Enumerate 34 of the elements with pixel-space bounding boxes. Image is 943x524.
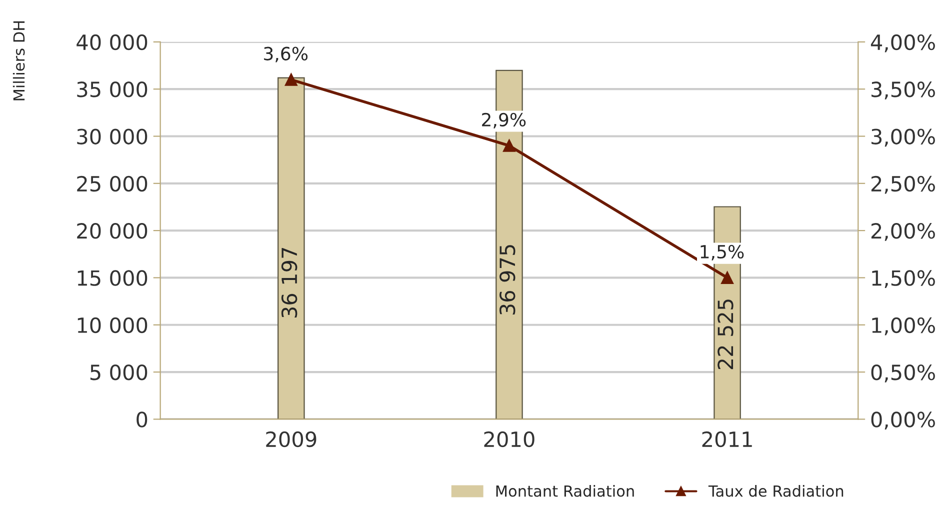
data-label: 36 197 bbox=[281, 248, 298, 318]
y-tick-label: 10 000 bbox=[78, 317, 148, 334]
y2-tick-label: 3,00% bbox=[872, 128, 935, 147]
legend-label: Montant Radiation bbox=[496, 484, 634, 497]
legend-label: Taux de Radiation bbox=[708, 484, 844, 497]
y2-tick-label: 1,00% bbox=[872, 317, 935, 336]
y-tick-label: 20 000 bbox=[77, 223, 148, 239]
data-label: 22 525 bbox=[718, 300, 734, 370]
y2-tick-label: 2,50% bbox=[871, 176, 935, 194]
y-tick-label: 35 000 bbox=[77, 82, 148, 98]
data-label: 3,6% bbox=[264, 46, 308, 62]
y2-tick-label: 2,00% bbox=[871, 223, 935, 241]
point bbox=[284, 73, 298, 86]
data-label: 1,5% bbox=[700, 244, 744, 260]
bar bbox=[278, 77, 305, 420]
point bbox=[721, 271, 734, 284]
y-tick-label: 15 000 bbox=[78, 270, 148, 286]
y2-tick-label: 0,50% bbox=[871, 364, 935, 382]
data-label: 2,9% bbox=[482, 112, 526, 128]
y-tick-label: 30 000 bbox=[77, 128, 148, 144]
y-axis-title: Milliers DH bbox=[12, 21, 25, 100]
data-label: 36 975 bbox=[500, 245, 516, 315]
y2-tick-label: 1,50% bbox=[872, 270, 935, 288]
y2-tick-label: 0,00% bbox=[871, 412, 935, 430]
x-tick-label: 2010 bbox=[484, 431, 534, 448]
y2-tick-label: 3,50% bbox=[872, 82, 935, 100]
x-tick-label: 2011 bbox=[702, 431, 752, 448]
y-tick-label: 40 000 bbox=[76, 34, 148, 50]
y2-tick-label: 4,00% bbox=[870, 34, 935, 52]
x-tick-label: 2009 bbox=[266, 431, 316, 448]
y-tick-label: 5 000 bbox=[90, 364, 148, 380]
point bbox=[502, 139, 516, 152]
y-tick-label: 25 000 bbox=[77, 176, 148, 192]
y-tick-label: 0 bbox=[136, 412, 148, 428]
